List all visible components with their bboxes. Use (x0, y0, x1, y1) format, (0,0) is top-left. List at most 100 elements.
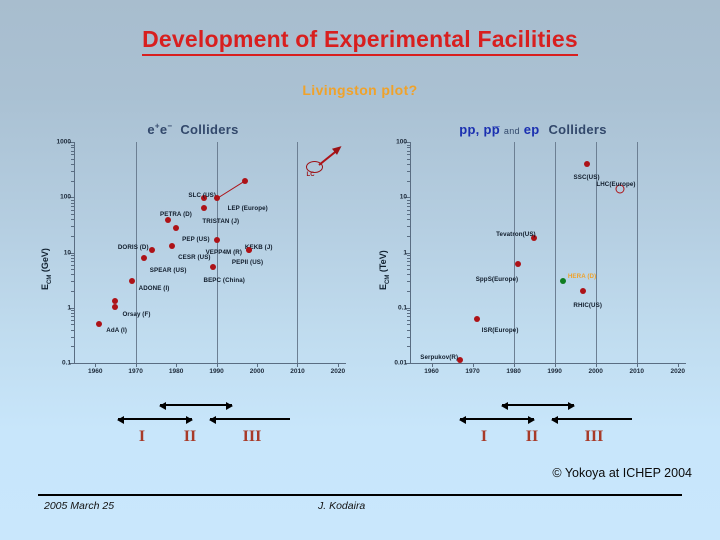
x-tick-label: 2000 (249, 368, 265, 375)
x-tick-label: 2020 (330, 368, 346, 375)
data-point[interactable] (209, 263, 216, 270)
data-point[interactable] (241, 177, 248, 184)
data-point-label: TRISTAN (J) (202, 217, 240, 225)
y-minor-tick (407, 219, 411, 221)
data-point[interactable] (213, 195, 220, 202)
phase-label-ii-right: II (525, 428, 539, 445)
y-minor-tick (71, 336, 75, 338)
y-minor-tick (71, 310, 75, 312)
y-minor-tick (407, 226, 411, 228)
x-tick-label: 2020 (670, 368, 686, 375)
phase-arrow-ii (159, 402, 233, 410)
data-point[interactable] (615, 184, 625, 194)
phase-arrow-iii-r (551, 416, 632, 424)
y-minor-tick (71, 205, 75, 207)
data-point[interactable] (457, 356, 464, 363)
data-point[interactable] (112, 303, 119, 310)
y-minor-tick (407, 291, 411, 293)
y-minor-tick (71, 320, 75, 321)
y-minor-tick (407, 205, 411, 207)
chart-ee-colliders: e+e− Colliders 0.1 1 10 100 1000 1960 1970 1980… (28, 122, 358, 384)
x-tick (472, 363, 474, 367)
data-point[interactable] (96, 321, 103, 328)
x-tick-label: 1970 (128, 368, 143, 375)
data-point[interactable] (473, 316, 480, 323)
gridline-1970 (135, 142, 137, 363)
y-minor-tick (407, 316, 411, 318)
plot-area-pp: 0.01 0.1 1 10 100 1960 1970 1980 1990 2000 2010 202… (394, 139, 686, 375)
data-point[interactable] (559, 277, 566, 284)
x-tick-label: 1980 (506, 368, 521, 375)
data-point-label: Tevatron(US) (496, 231, 536, 239)
y-minor-tick (407, 209, 411, 211)
y-minor-tick (407, 324, 411, 326)
data-point-label: Orsay (F) (122, 310, 151, 318)
x-tick (513, 363, 515, 367)
y-tick (405, 363, 411, 364)
credit-text: © Yokoya at ICHEP 2004 (552, 466, 692, 480)
x-tick-label: 2010 (290, 368, 305, 375)
x-tick (636, 363, 638, 367)
phase-arrows-right: I II III (452, 396, 632, 446)
data-point[interactable] (531, 235, 538, 242)
gridline-2010 (297, 142, 299, 363)
y-minor-tick (407, 255, 411, 257)
data-point[interactable] (169, 243, 176, 250)
chart-title-pp-ep: ep (523, 122, 540, 137)
y-minor-tick (71, 281, 75, 283)
x-tick-label: 1960 (424, 368, 439, 375)
phase-arrow-i (117, 416, 193, 424)
data-point[interactable] (201, 195, 208, 202)
y-minor-tick (407, 336, 411, 338)
data-point[interactable] (580, 288, 587, 295)
y-tick (405, 142, 411, 143)
data-point[interactable] (173, 224, 180, 231)
y-tick-label: 10 (399, 193, 407, 201)
data-point[interactable] (140, 254, 147, 261)
data-point[interactable] (213, 236, 220, 243)
page-title: Development of Experimental Facilities (0, 26, 720, 56)
y-minor-tick (71, 264, 75, 266)
y-tick (69, 307, 75, 309)
y-minor-tick (71, 316, 75, 318)
y-tick (69, 363, 75, 364)
x-tick-label: 1990 (547, 368, 562, 375)
y-minor-tick (407, 320, 411, 321)
y-minor-tick (71, 219, 75, 221)
data-point-label: DORIS (D) (117, 244, 149, 252)
data-point[interactable] (584, 160, 591, 167)
plot-area-ee: 0.1 1 10 100 1000 1960 1970 1980 1990 2000 2010 202… (57, 139, 346, 375)
data-point[interactable] (112, 297, 119, 304)
y-tick (69, 142, 75, 143)
x-tick-label: 1960 (87, 368, 103, 375)
y-minor-tick (71, 291, 75, 293)
y-minor-tick (407, 346, 411, 348)
y-minor-tick (71, 313, 75, 315)
x-tick (554, 363, 556, 367)
y-tick (69, 197, 75, 199)
data-point[interactable] (245, 247, 252, 254)
data-point-label: ISR(Europe) (481, 327, 519, 335)
x-tick (216, 363, 218, 367)
data-point-label: LEP (Europe) (227, 205, 268, 213)
y-minor-tick (407, 213, 411, 215)
data-point-label: Serpukov(R) (420, 353, 459, 361)
chart-title-pp-prefix: pp, pp̅ (459, 122, 500, 137)
data-point[interactable] (148, 247, 155, 254)
y-minor-tick (407, 144, 411, 146)
data-point[interactable] (201, 204, 208, 211)
y-minor-tick (407, 281, 411, 283)
data-point[interactable] (128, 278, 135, 285)
y-minor-tick (407, 147, 411, 149)
x-tick (176, 363, 178, 367)
data-point[interactable] (165, 217, 172, 224)
data-point-label: SLC (US) (188, 192, 217, 200)
data-point[interactable] (514, 260, 521, 267)
x-tick (95, 363, 97, 367)
y-tick (405, 252, 411, 254)
y-minor-tick (407, 313, 411, 315)
footer-date: 2005 March 25 (44, 500, 115, 512)
phase-label-ii: II (183, 428, 197, 445)
y-axis-label-ee: ECM (GeV) (40, 248, 53, 290)
data-point-label: KEKB (J) (244, 244, 273, 252)
